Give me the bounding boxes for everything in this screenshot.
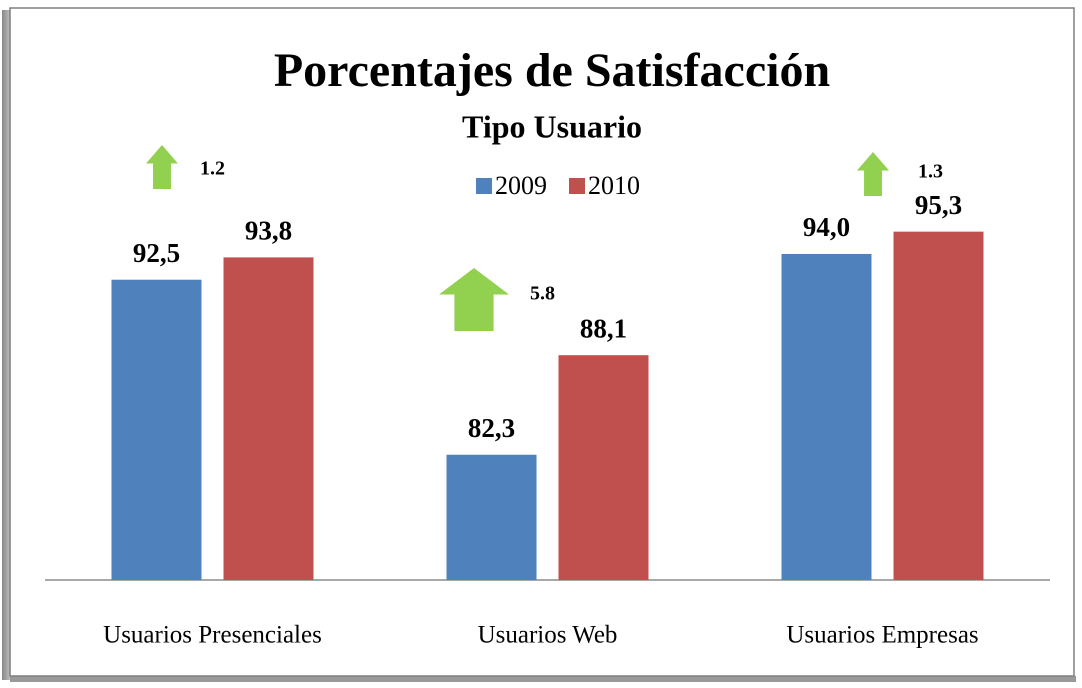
data-label: 92,5 [133,238,180,268]
bar [781,253,872,580]
x-tick-label: Usuarios Presenciales [103,622,322,649]
bar [893,231,984,581]
bar [111,279,202,580]
frame-shadow-bottom [10,676,1076,682]
annotation-label: 5.8 [530,283,555,305]
chart-subtitle: Tipo Usuario [462,108,642,144]
data-label: 88,1 [580,313,627,343]
data-label: 82,3 [468,413,515,443]
x-tick-label: Usuarios Empresas [786,622,978,649]
data-label: 94,0 [803,212,850,242]
frame-shadow [2,10,12,680]
annotation-label: 1.2 [200,158,225,180]
annotation-arrow [439,268,509,331]
bar [446,454,537,580]
legend-label: 2009 [495,171,547,200]
legend-label: 2010 [588,171,640,200]
bar [558,355,649,580]
data-label: 93,8 [245,216,292,246]
annotation-arrow [146,145,178,189]
bar [223,257,314,580]
chart-title: Porcentajes de Satisfacción [274,44,830,97]
legend-swatch [569,178,585,194]
annotation-arrow [857,152,889,196]
data-label: 95,3 [915,190,962,220]
annotation-label: 1.3 [918,161,943,183]
x-tick-label: Usuarios Web [478,622,618,649]
legend-swatch [476,178,492,194]
